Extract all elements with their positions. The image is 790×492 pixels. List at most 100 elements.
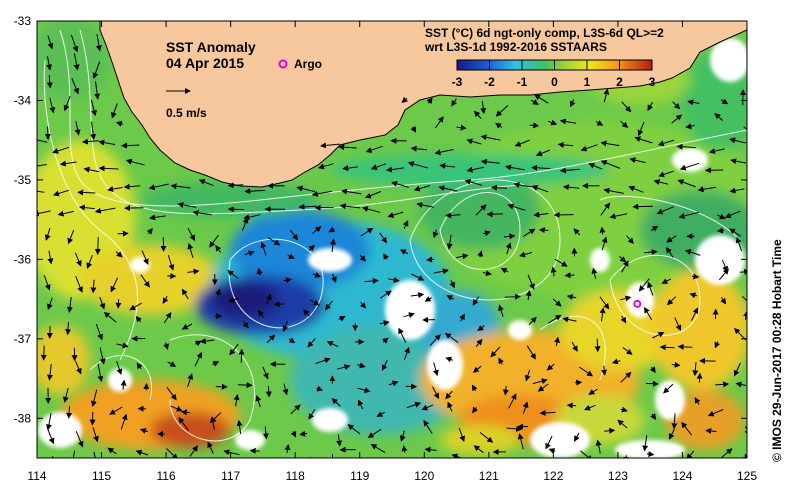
current-arrow-icon — [697, 186, 717, 193]
sst-field — [37, 21, 757, 458]
current-arrow-icon — [257, 310, 265, 318]
current-arrow-icon — [525, 290, 532, 300]
current-arrow-icon — [599, 226, 606, 235]
current-arrow-icon — [552, 298, 562, 307]
current-arrow-icon — [391, 180, 409, 188]
current-arrow-icon — [677, 179, 696, 188]
current-arrow-icon — [621, 101, 632, 113]
current-arrow-icon — [46, 74, 53, 89]
current-arrow-icon — [514, 139, 530, 147]
lat-tick-label: -34 — [14, 93, 32, 107]
current-arrow-icon — [720, 297, 727, 305]
current-arrow-icon — [95, 34, 102, 52]
current-arrow-icon — [676, 143, 697, 150]
current-arrow-icon — [46, 426, 55, 445]
lon-tick-label: 115 — [92, 469, 111, 483]
current-arrow-icon — [749, 401, 757, 405]
current-arrow-icon — [424, 446, 437, 453]
current-arrow-icon — [287, 253, 295, 259]
current-arrow-icon — [687, 99, 700, 106]
current-arrow-icon — [111, 103, 118, 119]
current-arrow-icon — [388, 276, 400, 283]
current-arrow-icon — [357, 399, 364, 410]
current-arrow-icon — [620, 315, 627, 324]
current-arrow-icon — [620, 406, 628, 413]
current-arrow-icon — [187, 268, 200, 275]
current-arrow-icon — [652, 331, 665, 339]
current-arrow-icon — [315, 357, 331, 364]
colorbar-tick-label: -3 — [452, 75, 463, 89]
current-arrow-icon — [447, 401, 453, 412]
current-arrow-icon — [495, 105, 509, 117]
current-arrow-icon — [744, 426, 747, 436]
current-arrow-icon — [432, 386, 440, 400]
current-arrow-icon — [681, 421, 693, 436]
current-arrow-icon — [584, 404, 596, 411]
current-arrow-icon — [658, 170, 674, 178]
current-arrow-icon — [455, 253, 469, 260]
current-arrow-icon — [401, 445, 408, 453]
current-arrow-icon — [70, 34, 79, 53]
current-arrow-icon — [410, 292, 425, 299]
current-arrow-icon — [187, 373, 194, 388]
argo-float-marker — [633, 299, 642, 308]
current-arrow-icon — [638, 278, 650, 292]
current-arrow-icon — [329, 238, 336, 253]
colorbar-tick-label: 3 — [649, 75, 656, 89]
current-arrow-icon — [603, 187, 624, 194]
current-arrow-icon — [429, 334, 441, 347]
current-arrow-icon — [666, 296, 677, 306]
current-arrow-icon — [741, 295, 747, 302]
current-arrow-icon — [413, 185, 431, 192]
current-arrow-icon — [103, 311, 117, 323]
current-arrow-icon — [503, 233, 516, 240]
current-arrow-icon — [707, 409, 724, 417]
current-arrow-icon — [569, 99, 576, 108]
current-arrow-icon — [52, 189, 70, 197]
current-arrow-icon — [629, 157, 646, 164]
current-arrow-icon — [249, 447, 260, 454]
current-arrow-icon — [550, 266, 557, 277]
imos-credit: © IMOS 29-Jun-2017 00:28 Hobart Time — [770, 239, 784, 462]
current-arrow-icon — [477, 325, 485, 332]
current-arrow-icon — [637, 121, 645, 137]
current-arrow-icon — [729, 187, 745, 194]
longitude-axis: 114 115 116 117 118 119 120 121 122 123 124 125 — [27, 21, 757, 483]
current-arrow-icon — [398, 327, 407, 343]
current-arrow-icon — [522, 401, 529, 414]
current-arrow-icon — [671, 361, 681, 368]
current-arrow-icon — [71, 77, 79, 95]
current-arrow-icon — [600, 160, 621, 169]
current-arrow-icon — [135, 449, 149, 456]
current-arrow-icon — [236, 419, 243, 434]
current-arrow-icon — [379, 232, 387, 244]
current-arrow-icon — [538, 227, 549, 234]
current-arrow-icon — [692, 362, 699, 377]
current-arrow-icon — [634, 136, 653, 144]
current-arrow-icon — [647, 281, 654, 296]
current-arrow-icon — [120, 379, 127, 390]
lat-tick-label: -38 — [14, 411, 32, 425]
current-arrow-icon — [296, 185, 316, 193]
current-arrow-icon — [475, 204, 487, 216]
current-arrow-icon — [116, 342, 129, 349]
current-arrow-icon — [339, 203, 361, 210]
current-arrow-icon — [386, 166, 404, 173]
current-arrow-icon — [316, 385, 324, 392]
lat-tick-label: -37 — [14, 332, 32, 346]
current-arrow-icon — [125, 158, 145, 166]
current-arrow-icon — [120, 413, 128, 430]
current-arrow-icon — [705, 427, 717, 434]
colorbar-title-line1: SST (°C) 6d ngt-only comp, L3S-6d QL>=2 — [425, 26, 664, 40]
current-arrow-icon — [588, 162, 603, 170]
current-arrow-icon — [601, 365, 608, 376]
current-arrow-icon — [718, 268, 729, 281]
current-arrow-icon — [282, 383, 289, 396]
lon-tick-label: 121 — [479, 469, 499, 483]
current-arrow-icon — [547, 314, 562, 324]
colorbar-tick-label: -1 — [517, 75, 528, 89]
current-arrow-icon — [67, 229, 75, 245]
current-arrow-icon — [692, 273, 700, 280]
current-arrow-icon — [531, 164, 551, 171]
current-arrow-icon — [554, 258, 568, 267]
